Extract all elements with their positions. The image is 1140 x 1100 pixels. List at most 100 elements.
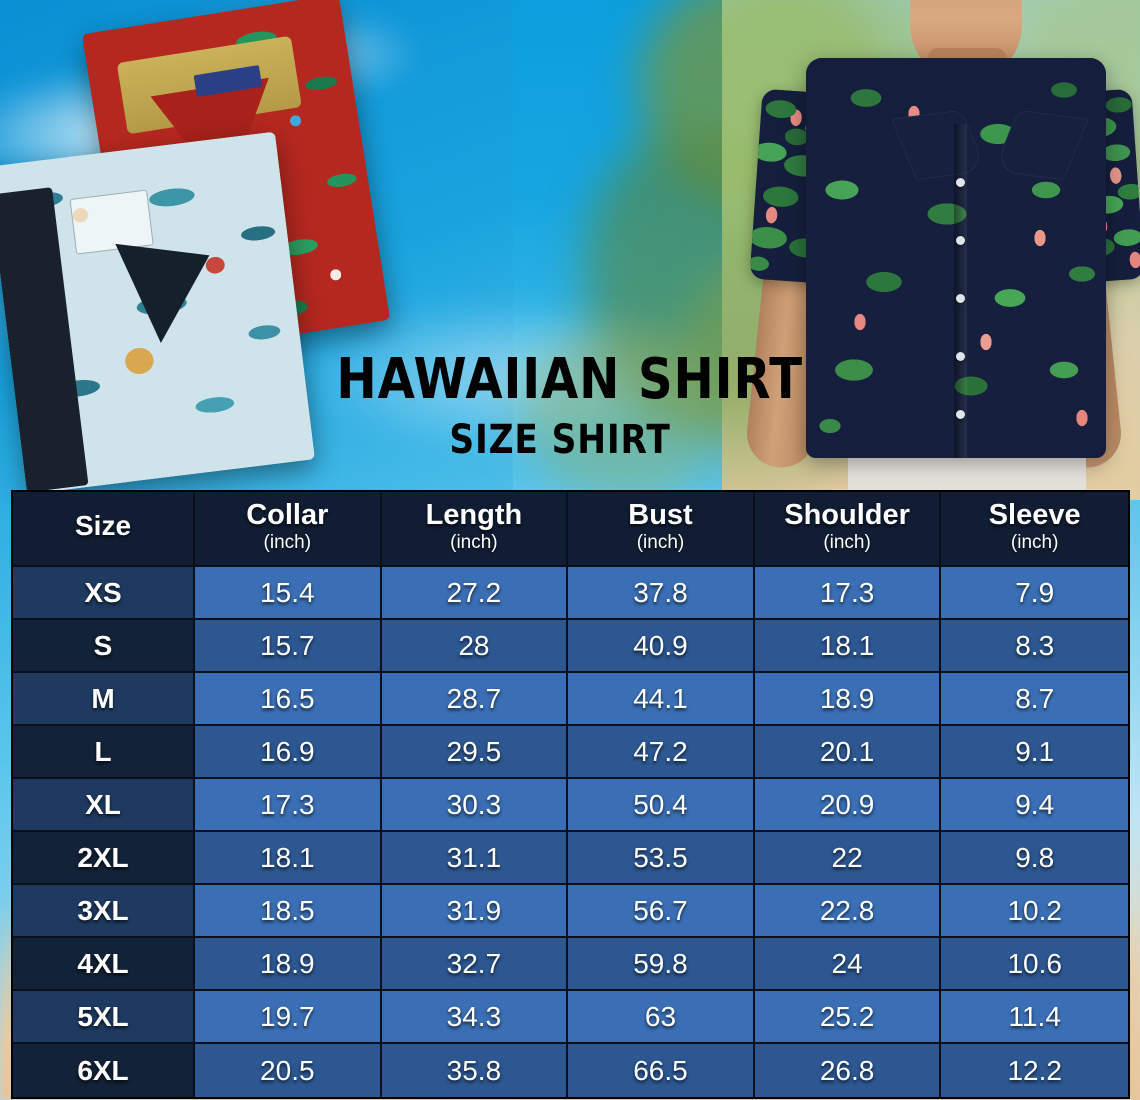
cell-sleeve: 8.3: [941, 620, 1128, 673]
column-header-sleeve: Sleeve (inch): [941, 492, 1128, 567]
model-photo: [722, 0, 1140, 500]
column-header-bust-label: Bust: [628, 499, 693, 532]
cell-collar: 17.3: [195, 779, 382, 832]
column-header-shoulder-unit: (inch): [823, 531, 871, 553]
cell-bust: 37.8: [568, 567, 755, 620]
column-header-collar-unit: (inch): [263, 531, 312, 553]
title-block: HAWAIIAN SHIRT SIZE SHIRT: [300, 347, 820, 463]
column-header-bust: Bust (inch): [568, 492, 755, 567]
cell-length: 34.3: [381, 991, 569, 1044]
shirt-button: [956, 178, 965, 187]
cell-sleeve: 10.2: [941, 885, 1128, 938]
cell-size: M: [13, 673, 195, 726]
cell-size: XL: [13, 779, 195, 832]
column-header-shoulder-label: Shoulder: [784, 499, 910, 532]
shirt-lapel: [115, 233, 219, 347]
column-header-size: Size: [13, 492, 195, 567]
cell-size: 2XL: [13, 832, 195, 885]
cell-bust: 47.2: [568, 726, 755, 779]
column-header-length-unit: (inch): [450, 531, 498, 553]
column-header-collar: Collar (inch): [195, 492, 382, 567]
cell-collar: 16.5: [195, 673, 382, 726]
cell-shoulder: 25.2: [754, 991, 942, 1044]
table-row: 4XL 18.9 32.7 59.8 24 10.6: [13, 938, 1128, 991]
column-header-sleeve-label: Sleeve: [988, 499, 1081, 532]
cell-sleeve: 10.6: [941, 938, 1128, 991]
cell-sleeve: 11.4: [941, 991, 1128, 1044]
cell-shoulder: 20.9: [754, 779, 942, 832]
column-header-size-label: Size: [74, 510, 132, 542]
cell-size: 4XL: [13, 938, 195, 991]
navy-flamingo-shirt: [806, 58, 1106, 458]
shirt-button: [956, 294, 965, 303]
cell-length: 29.5: [381, 726, 569, 779]
cell-shoulder: 22.8: [754, 885, 942, 938]
shirt-button: [956, 352, 965, 361]
cell-shoulder: 20.1: [754, 726, 942, 779]
table-row: S 15.7 28 40.9 18.1 8.3: [13, 620, 1128, 673]
page-subtitle: SIZE SHIRT: [449, 417, 671, 463]
cell-size: XS: [13, 567, 195, 620]
cell-size: 5XL: [13, 991, 195, 1044]
table-row: 6XL 20.5 35.8 66.5 26.8 12.2: [13, 1044, 1128, 1097]
cell-sleeve: 7.9: [941, 567, 1128, 620]
table-body: XS 15.4 27.2 37.8 17.3 7.9 S 15.7 28 40.9 18.1 8.3 M…: [13, 567, 1128, 1097]
cell-length: 31.1: [381, 832, 569, 885]
cell-bust: 40.9: [568, 620, 755, 673]
cell-collar: 18.1: [195, 832, 382, 885]
cell-length: 28: [381, 620, 569, 673]
cell-shoulder: 24: [754, 938, 942, 991]
cell-collar: 15.4: [195, 567, 382, 620]
cell-sleeve: 9.1: [941, 726, 1128, 779]
cell-collar: 18.5: [195, 885, 382, 938]
cell-collar: 20.5: [195, 1044, 382, 1097]
cell-bust: 53.5: [568, 832, 755, 885]
table-header-row: Size Collar (inch) Length (inch) Bust (i…: [13, 492, 1128, 567]
cell-shoulder: 22: [754, 832, 942, 885]
table-row: 2XL 18.1 31.1 53.5 22 9.8: [13, 832, 1128, 885]
cell-bust: 59.8: [568, 938, 755, 991]
cell-length: 27.2: [381, 567, 569, 620]
column-header-bust-unit: (inch): [636, 531, 685, 553]
column-header-collar-label: Collar: [246, 499, 329, 532]
shirt-button: [956, 410, 965, 419]
cell-length: 35.8: [381, 1044, 569, 1097]
cell-shoulder: 26.8: [754, 1044, 942, 1097]
cell-collar: 18.9: [195, 938, 382, 991]
cell-length: 31.9: [381, 885, 569, 938]
cell-bust: 66.5: [568, 1044, 755, 1097]
table-header: Size Collar (inch) Length (inch) Bust (i…: [13, 492, 1128, 567]
cell-bust: 63: [568, 991, 755, 1044]
cell-bust: 56.7: [568, 885, 755, 938]
cell-bust: 44.1: [568, 673, 755, 726]
cell-size: S: [13, 620, 195, 673]
column-header-length: Length (inch): [381, 492, 569, 567]
size-chart-table: Size Collar (inch) Length (inch) Bust (i…: [11, 490, 1130, 1099]
page-title: HAWAIIAN SHIRT: [336, 347, 803, 412]
cell-length: 28.7: [381, 673, 569, 726]
cell-shoulder: 17.3: [754, 567, 942, 620]
cell-length: 30.3: [381, 779, 569, 832]
cell-size: L: [13, 726, 195, 779]
cell-collar: 15.7: [195, 620, 382, 673]
table-row: XL 17.3 30.3 50.4 20.9 9.4: [13, 779, 1128, 832]
shirt-button-placket: [954, 124, 967, 458]
size-chart-table-wrapper: Size Collar (inch) Length (inch) Bust (i…: [11, 490, 1130, 1099]
cell-sleeve: 12.2: [941, 1044, 1128, 1097]
table-row: L 16.9 29.5 47.2 20.1 9.1: [13, 726, 1128, 779]
cell-sleeve: 9.4: [941, 779, 1128, 832]
cell-length: 32.7: [381, 938, 569, 991]
table-row: 3XL 18.5 31.9 56.7 22.8 10.2: [13, 885, 1128, 938]
cell-size: 6XL: [13, 1044, 195, 1097]
folded-blue-shirt: [0, 131, 316, 495]
cell-size: 3XL: [13, 885, 195, 938]
shirt-button: [956, 236, 965, 245]
shirt-chest-pocket: [69, 189, 154, 255]
cell-bust: 50.4: [568, 779, 755, 832]
palm-foliage-blur: [520, 330, 720, 500]
cell-shoulder: 18.9: [754, 673, 942, 726]
cell-sleeve: 8.7: [941, 673, 1128, 726]
table-row: M 16.5 28.7 44.1 18.9 8.7: [13, 673, 1128, 726]
cell-collar: 16.9: [195, 726, 382, 779]
table-row: 5XL 19.7 34.3 63 25.2 11.4: [13, 991, 1128, 1044]
